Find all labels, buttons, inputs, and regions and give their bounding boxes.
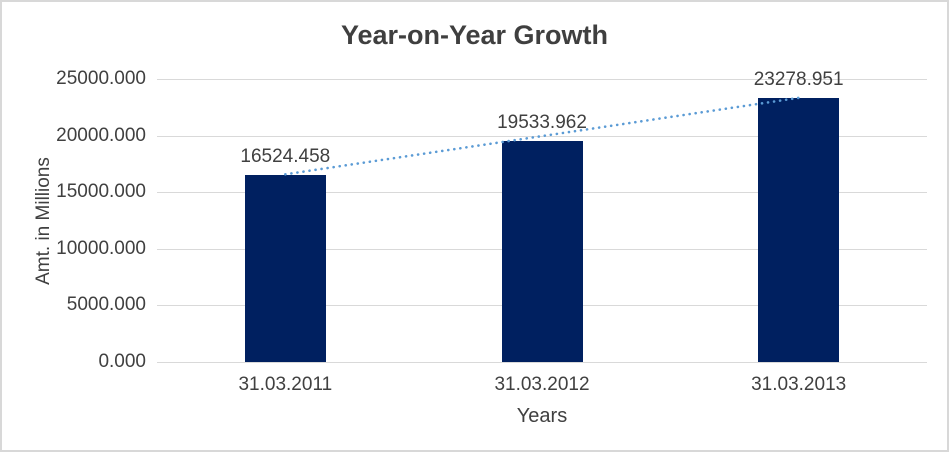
- y-tick-label: 15000.000: [56, 181, 146, 203]
- x-tick-label: 31.03.2012: [494, 374, 590, 395]
- bar: [244, 174, 326, 362]
- x-axis-title: Years: [516, 405, 568, 427]
- data-label: 19533.962: [497, 111, 587, 133]
- chart-title: Year-on-Year Growth: [340, 20, 609, 50]
- bar: [501, 140, 583, 362]
- data-label: 16524.458: [240, 145, 331, 167]
- y-tick-label: 20000.000: [56, 124, 146, 146]
- y-tick-label: 5000.000: [66, 294, 146, 316]
- gridline: [157, 79, 927, 80]
- gridline: [157, 362, 927, 363]
- y-tick-label: 0.000: [98, 351, 146, 372]
- x-tick-label: 31.03.2011: [238, 374, 333, 395]
- data-label: 23278.951: [753, 69, 844, 91]
- y-tick-label: 10000.000: [56, 237, 146, 259]
- y-axis-title: Amt. in Millions: [33, 157, 54, 285]
- y-tick-label: 25000.000: [56, 68, 146, 89]
- x-tick-label: 31.03.2013: [751, 374, 847, 395]
- bar: [758, 98, 840, 362]
